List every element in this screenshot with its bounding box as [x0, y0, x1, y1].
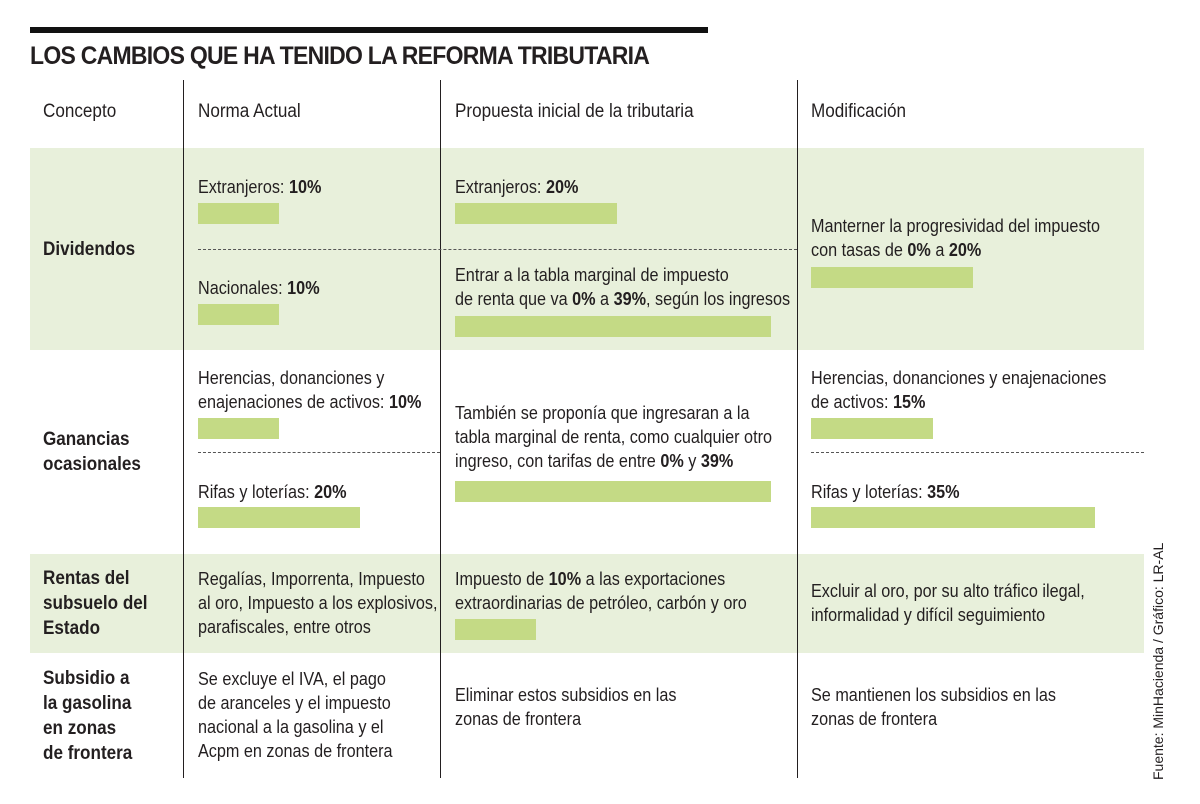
actual-subsidio: Se excluye el IVA, el pago de aranceles … — [198, 669, 393, 761]
concept-rentas-subsuelo: Rentas del subsuelo del Estado — [43, 568, 148, 639]
modification-subsidio: Se mantienen los subsidios en las zonas … — [811, 685, 1056, 729]
rate-bar — [811, 267, 973, 288]
proposal-subsidio: Eliminar estos subsidios en las zonas de… — [455, 685, 677, 729]
dashed-separator — [198, 249, 797, 250]
proposal-ganancias: También se proponía que ingresaran a la … — [455, 403, 772, 471]
rate-bar — [198, 418, 279, 439]
modification-rifas: Rifas y loterías: 35% — [811, 482, 960, 502]
header-modificacion: Modificación — [811, 101, 907, 122]
modification-dividendos: Manterner la progresividad del impuesto … — [811, 216, 1101, 260]
actual-herencias: Herencias, donanciones y enajenaciones d… — [198, 368, 422, 412]
column-rule — [797, 80, 798, 778]
rate-bar — [455, 481, 771, 502]
proposal-nacionales: Entrar a la tabla marginal de impuesto d… — [455, 265, 791, 309]
concept-ganancias-ocasionales: Ganancias ocasionales — [43, 429, 141, 475]
rate-bar — [811, 418, 933, 439]
actual-nacionales: Nacionales: 10% — [198, 278, 320, 298]
rate-bar — [198, 304, 279, 325]
header-norma-actual: Norma Actual — [198, 101, 301, 122]
modification-rentas: Excluir al oro, por su alto tráfico ileg… — [811, 581, 1085, 625]
column-rule — [183, 80, 184, 778]
row-band-rentas — [30, 554, 1144, 653]
rate-bar — [455, 316, 771, 337]
actual-rentas: Regalías, Imporrenta, Impuesto al oro, I… — [198, 569, 438, 637]
rate-bar — [198, 507, 360, 528]
rate-bar — [455, 619, 536, 640]
header-concepto: Concepto — [43, 101, 117, 122]
concept-dividendos: Dividendos — [43, 239, 136, 260]
proposal-extranjeros: Extranjeros: 20% — [455, 177, 579, 197]
actual-rifas: Rifas y loterías: 20% — [198, 482, 347, 502]
header-propuesta: Propuesta inicial de la tributaria — [455, 101, 694, 122]
source-credit: Fuente: MinHacienda / Gráfico: LR-AL — [1150, 542, 1166, 780]
column-rule — [440, 80, 441, 778]
dashed-separator — [198, 452, 440, 453]
rate-bar — [811, 507, 1095, 528]
actual-extranjeros: Extranjeros: 10% — [198, 177, 322, 197]
page-title: LOS CAMBIOS QUE HA TENIDO LA REFORMA TRI… — [30, 42, 650, 70]
rate-bar — [455, 203, 617, 224]
title-rule — [30, 27, 708, 33]
rate-bar — [198, 203, 279, 224]
proposal-rentas: Impuesto de 10% a las exportaciones extr… — [455, 569, 747, 613]
dashed-separator — [811, 452, 1144, 453]
concept-subsidio-gasolina: Subsidio a la gasolina en zonas de front… — [43, 668, 133, 764]
modification-herencias: Herencias, donanciones y enajenaciones d… — [811, 368, 1107, 412]
